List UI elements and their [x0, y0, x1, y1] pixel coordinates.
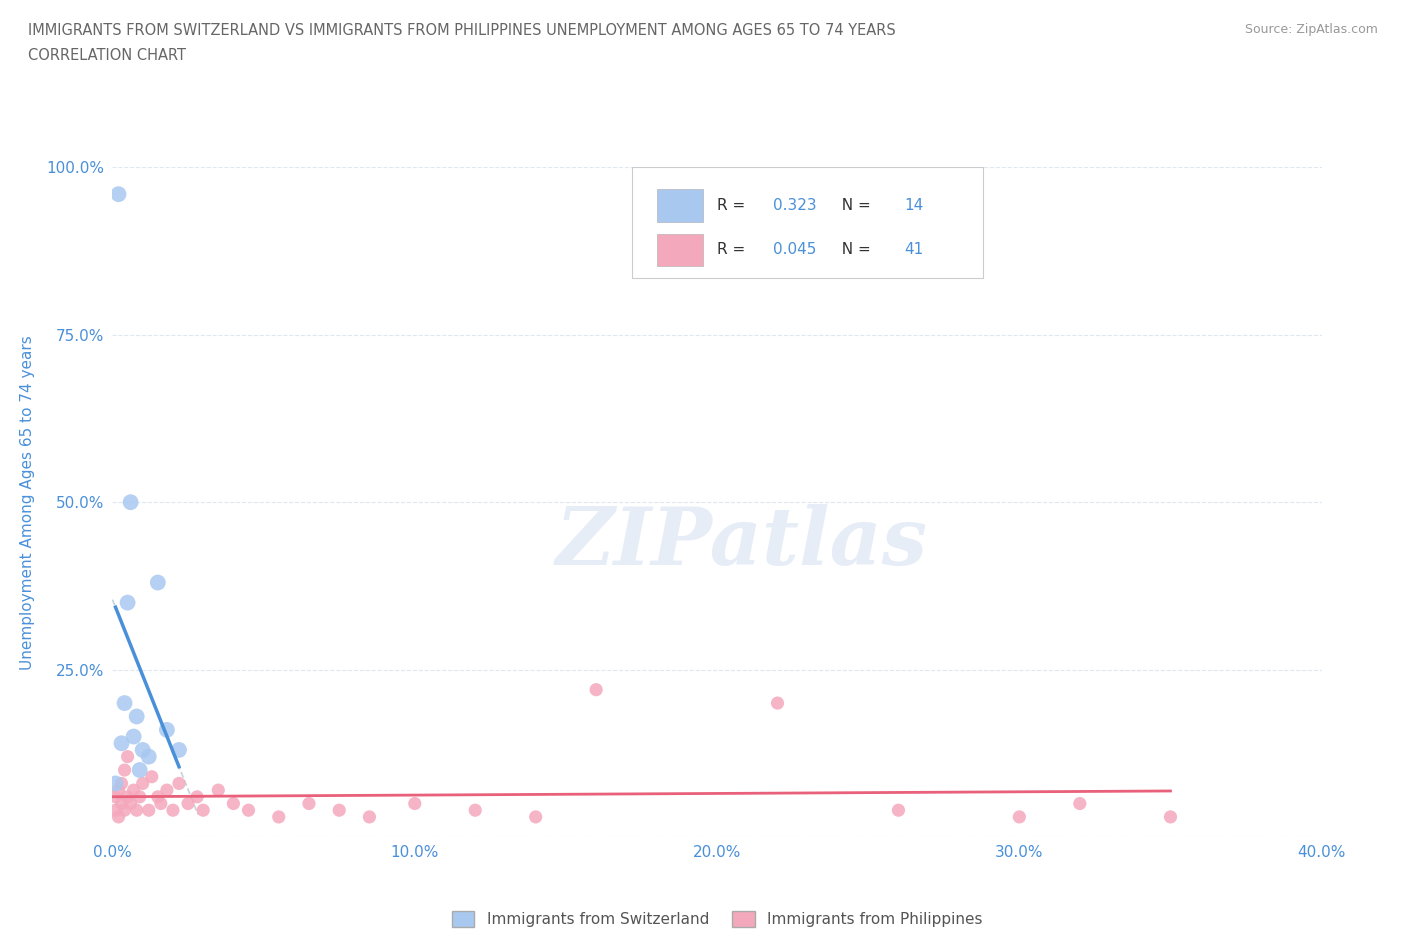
- Point: [107, 783, 129, 798]
- Point: [146, 790, 169, 804]
- Point: [149, 796, 172, 811]
- Text: Source: ZipAtlas.com: Source: ZipAtlas.com: [1244, 23, 1378, 36]
- FancyBboxPatch shape: [657, 190, 703, 221]
- Point: [1159, 809, 1181, 824]
- Point: [114, 803, 136, 817]
- Point: [298, 796, 321, 811]
- Point: [128, 790, 150, 804]
- Point: [104, 803, 127, 817]
- Point: [104, 776, 127, 790]
- Point: [120, 796, 142, 811]
- Point: [238, 803, 260, 817]
- Text: 41: 41: [904, 242, 924, 258]
- Legend: Immigrants from Switzerland, Immigrants from Philippines: Immigrants from Switzerland, Immigrants …: [446, 905, 988, 930]
- Point: [167, 776, 190, 790]
- Point: [1069, 796, 1091, 811]
- Text: N =: N =: [832, 242, 876, 258]
- Point: [104, 790, 127, 804]
- FancyBboxPatch shape: [657, 233, 703, 266]
- Text: IMMIGRANTS FROM SWITZERLAND VS IMMIGRANTS FROM PHILIPPINES UNEMPLOYMENT AMONG AG: IMMIGRANTS FROM SWITZERLAND VS IMMIGRANT…: [28, 23, 896, 38]
- Point: [128, 763, 150, 777]
- Point: [117, 595, 139, 610]
- Point: [138, 803, 160, 817]
- Point: [167, 742, 190, 757]
- Text: 0.045: 0.045: [773, 242, 815, 258]
- Point: [132, 742, 155, 757]
- Point: [117, 750, 139, 764]
- Text: ZIPatlas: ZIPatlas: [555, 504, 928, 581]
- Point: [110, 796, 132, 811]
- Point: [110, 736, 132, 751]
- Point: [138, 750, 160, 764]
- Point: [146, 575, 169, 590]
- Point: [107, 187, 129, 202]
- Point: [156, 723, 179, 737]
- Text: 0.323: 0.323: [773, 198, 817, 213]
- Point: [524, 809, 547, 824]
- Point: [162, 803, 184, 817]
- Point: [207, 783, 229, 798]
- Point: [585, 683, 607, 698]
- Point: [177, 796, 200, 811]
- Point: [328, 803, 350, 817]
- Point: [464, 803, 486, 817]
- Point: [122, 783, 145, 798]
- Point: [141, 769, 163, 784]
- Point: [117, 790, 139, 804]
- Point: [766, 696, 789, 711]
- Point: [887, 803, 910, 817]
- Y-axis label: Unemployment Among Ages 65 to 74 years: Unemployment Among Ages 65 to 74 years: [20, 335, 35, 670]
- Point: [125, 709, 148, 724]
- Text: CORRELATION CHART: CORRELATION CHART: [28, 48, 186, 63]
- Point: [110, 776, 132, 790]
- Text: N =: N =: [832, 198, 876, 213]
- Point: [191, 803, 214, 817]
- FancyBboxPatch shape: [633, 167, 983, 278]
- Point: [114, 696, 136, 711]
- Point: [120, 495, 142, 510]
- Point: [114, 763, 136, 777]
- Point: [132, 776, 155, 790]
- Point: [122, 729, 145, 744]
- Point: [267, 809, 290, 824]
- Point: [107, 809, 129, 824]
- Point: [186, 790, 208, 804]
- Point: [1008, 809, 1031, 824]
- Point: [125, 803, 148, 817]
- Point: [359, 809, 381, 824]
- Text: 14: 14: [904, 198, 924, 213]
- Text: R =: R =: [717, 242, 751, 258]
- Point: [404, 796, 426, 811]
- Point: [156, 783, 179, 798]
- Text: R =: R =: [717, 198, 751, 213]
- Point: [222, 796, 245, 811]
